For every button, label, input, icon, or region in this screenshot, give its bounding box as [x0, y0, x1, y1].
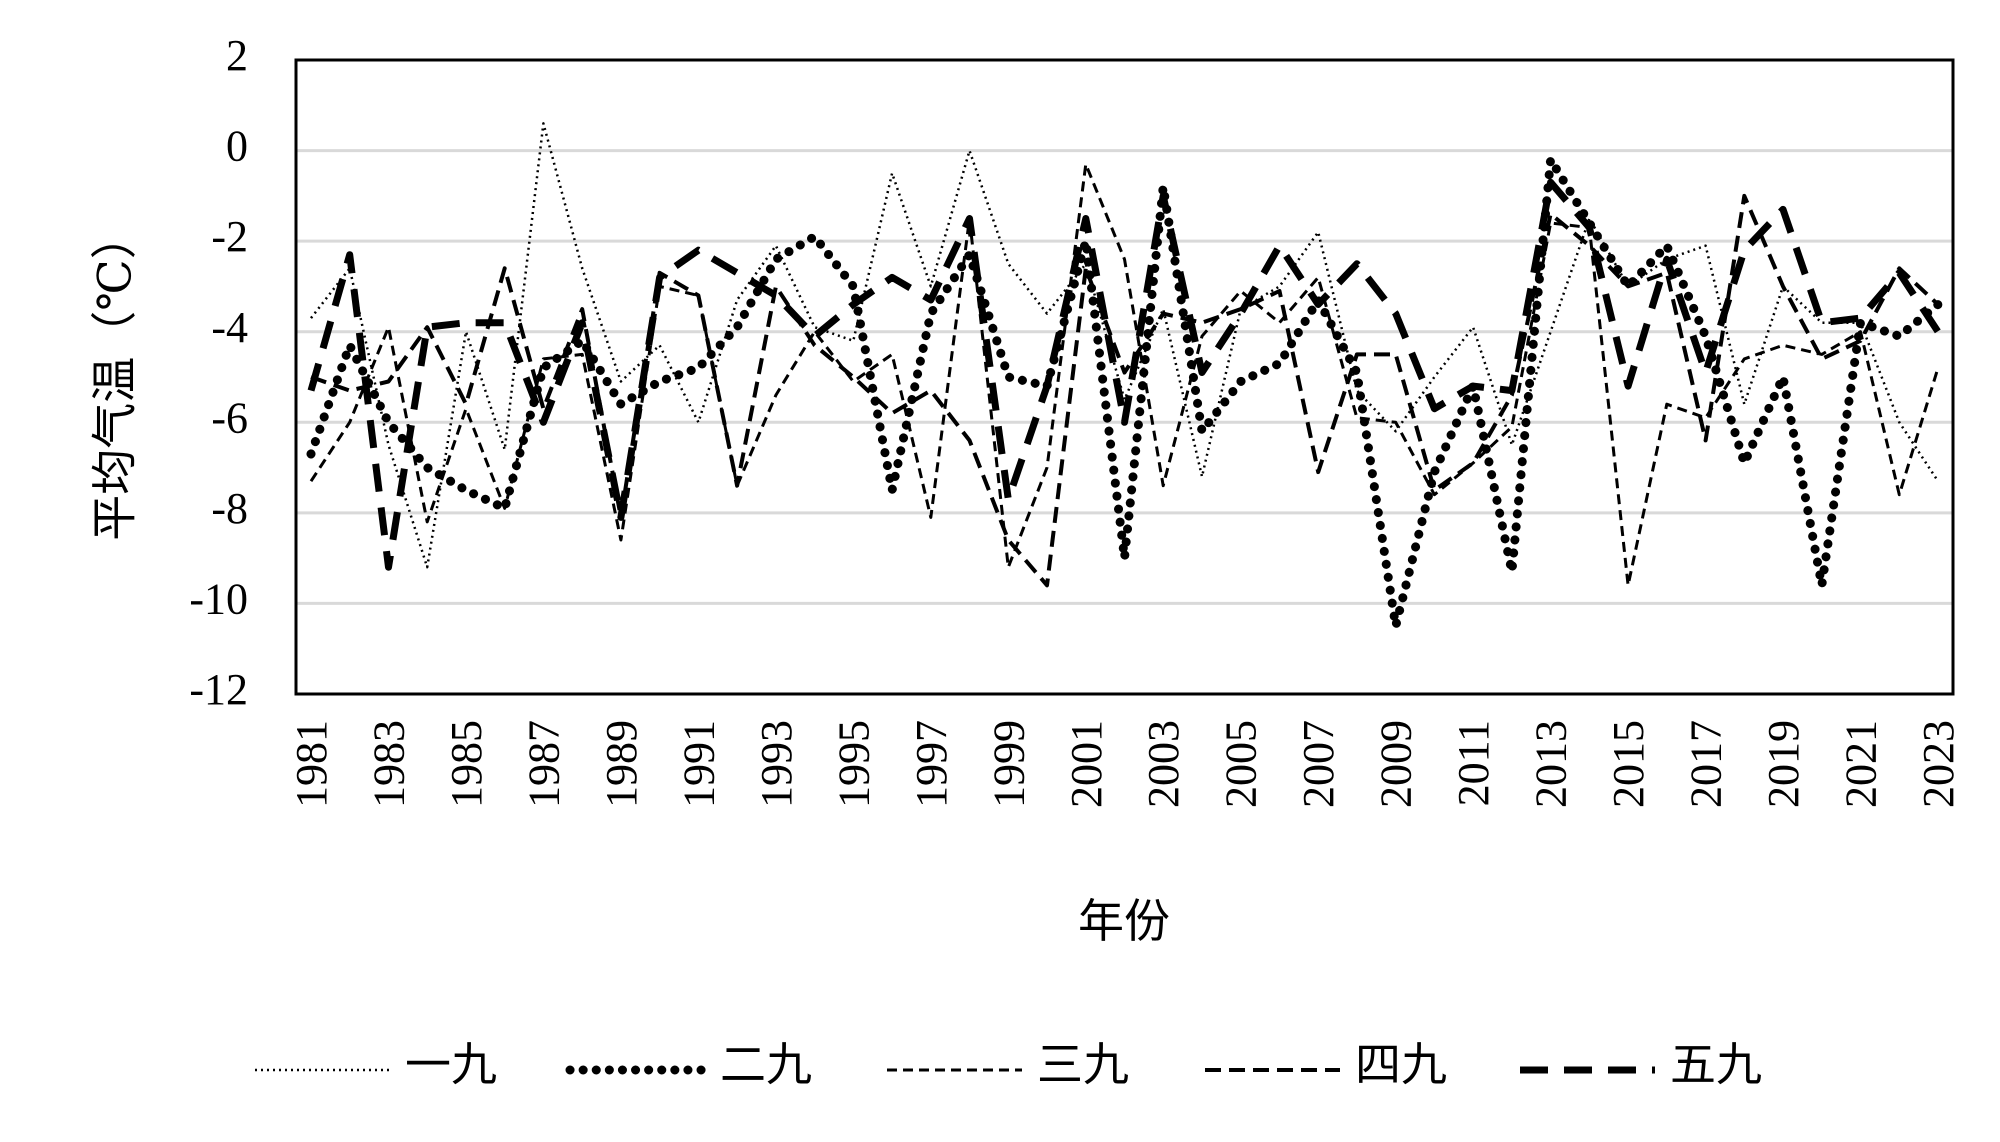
x-tick-label: 1981 [287, 720, 336, 808]
legend-label: 四九 [1355, 1040, 1447, 1091]
series-line-2 [306, 155, 1943, 631]
x-tick-label: 1999 [984, 720, 1033, 808]
y-tick-label: -10 [189, 575, 248, 624]
y-tick-label: -12 [189, 665, 248, 714]
y-axis-title: 平均气温（℃） [90, 213, 141, 540]
x-axis-title: 年份 [1078, 896, 1170, 947]
y-tick-label: 2 [226, 31, 248, 80]
legend-label: 五九 [1670, 1040, 1762, 1091]
legend-label: 一九 [405, 1040, 497, 1091]
x-tick-label: 1995 [829, 720, 878, 808]
y-tick-label: -2 [211, 212, 248, 261]
x-tick-label: 2003 [1139, 720, 1188, 808]
x-tick-label: 1985 [442, 720, 491, 808]
x-tick-label: 2013 [1527, 720, 1576, 808]
x-tick-label: 2009 [1372, 720, 1421, 808]
x-tick-label: 2019 [1759, 720, 1808, 808]
x-tick-label: 2017 [1682, 720, 1731, 808]
series-line-4 [310, 193, 1940, 588]
x-tick-label: 2015 [1604, 720, 1653, 808]
y-tick-label: -6 [211, 393, 248, 442]
x-tick-label: 2011 [1449, 720, 1498, 806]
legend-label: 二九 [720, 1040, 812, 1091]
x-axis-ticks: 1981 1983 1985 1987 1989 1991 1993 1995 1997 1999… [287, 720, 1963, 808]
y-tick-label: -4 [211, 303, 248, 352]
y-tick-label: 0 [226, 122, 248, 171]
x-tick-label: 2005 [1217, 720, 1266, 808]
series-lines [306, 122, 1943, 631]
series-line-5 [307, 178, 1941, 571]
x-tick-label: 2007 [1294, 720, 1343, 808]
x-tick-label: 1983 [364, 720, 413, 808]
x-tick-label: 1997 [907, 720, 956, 808]
y-axis-ticks: 2 0 -2 -4 -6 -8 -10 -12 [189, 31, 248, 714]
x-tick-label: 1993 [752, 720, 801, 808]
series-line-3 [309, 162, 1940, 587]
plot-area-border [294, 58, 1955, 696]
x-tick-label: 2023 [1914, 720, 1963, 808]
legend-label: 三九 [1037, 1040, 1129, 1091]
x-tick-label: 2021 [1837, 720, 1886, 808]
x-tick-label: 1991 [674, 720, 723, 808]
legend: 一九 二九 三九 四九 五九 [255, 1040, 1762, 1091]
x-tick-label: 2001 [1062, 720, 1111, 808]
y-tick-label: -8 [211, 484, 248, 533]
x-tick-label: 1989 [597, 720, 646, 808]
x-tick-label: 1987 [519, 720, 568, 808]
